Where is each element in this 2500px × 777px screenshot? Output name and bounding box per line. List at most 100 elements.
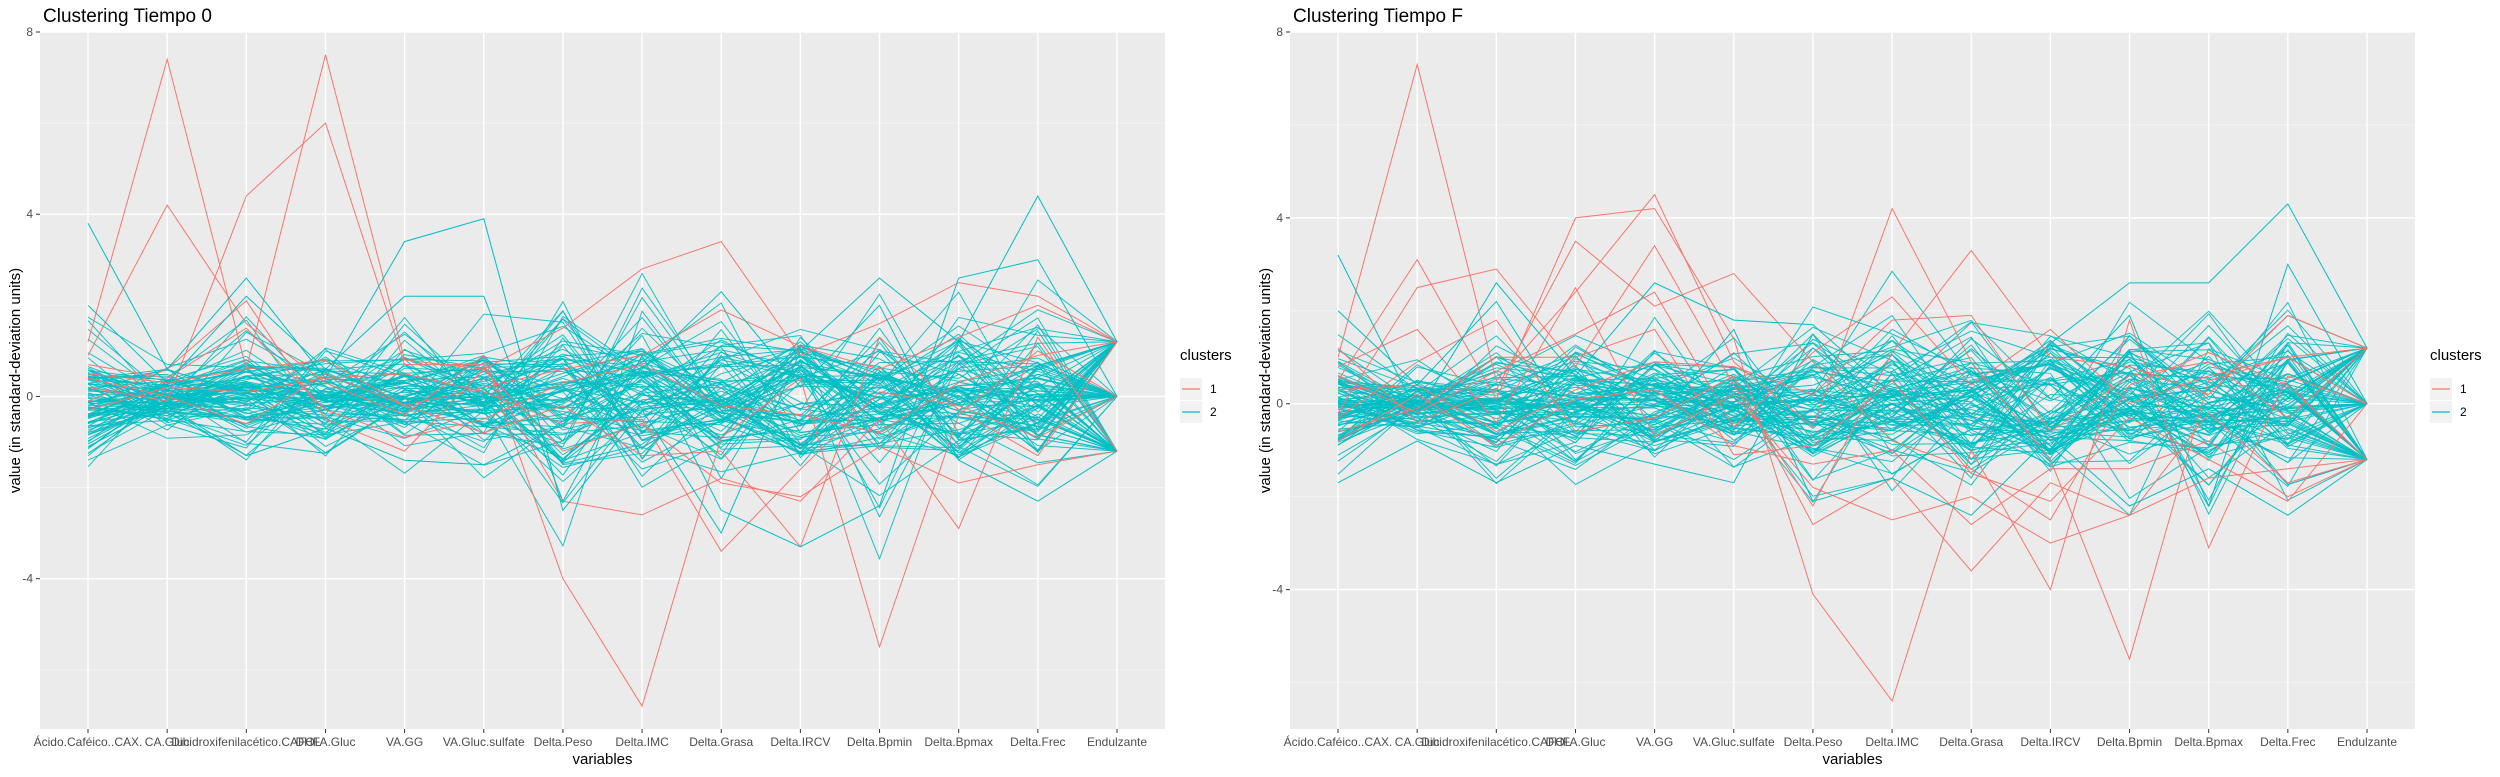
x-tick-label: Ácido.Caféico..CAX. — [1284, 734, 1393, 749]
y-tick-label: 0 — [26, 389, 33, 403]
y-axis-title: value (in standard-deviation units) — [1257, 268, 1274, 493]
cluster-2-line — [87, 290, 1118, 502]
cluster-2-line — [1337, 347, 2368, 467]
cluster-2-line — [1337, 333, 2368, 455]
cluster-1-line — [87, 327, 1118, 438]
cluster-1-line — [1337, 319, 2368, 572]
cluster-2-line — [87, 341, 1118, 468]
x-tick-label: Endulzante — [1087, 735, 1147, 749]
y-tick-label: 8 — [26, 25, 33, 39]
cluster-2-line — [1337, 347, 2368, 470]
cluster-2-line — [1337, 359, 2368, 500]
parallel-coordinates-chart-tiempo-0: -4 0 4 8 Ácido.Caféico..CAX. CA.GlucDihidroxi… — [7, 6, 1232, 768]
x-tick-label: Delta.Peso — [1784, 735, 1843, 749]
cluster-1-line — [87, 122, 1118, 530]
x-tick-label: VA.GG — [386, 735, 423, 749]
y-tick-label: -4 — [1272, 583, 1283, 597]
x-tick-label: Delta.IRCV — [2020, 735, 2080, 749]
x-tick-label: VA.Gluc.sulfate — [1693, 735, 1775, 749]
cluster-2-line — [1337, 348, 2368, 516]
cluster-2-line — [1337, 315, 2368, 463]
y-tick-label: 4 — [1276, 211, 1283, 225]
x-tick-label: Ácido.Caféico..CAX. — [34, 734, 143, 749]
x-tick-label: Delta.IRCV — [770, 735, 830, 749]
cluster-2-line — [87, 345, 1118, 454]
x-axis-title: variables — [1822, 751, 1882, 768]
cluster-1-line — [87, 304, 1118, 407]
cluster-2-line — [1337, 347, 2368, 465]
cluster-1-line — [87, 300, 1118, 498]
cluster-2-line — [87, 313, 1118, 497]
cluster-2-line — [1337, 301, 2368, 454]
cluster-2-line — [1337, 349, 2368, 460]
legend-title: clusters — [2430, 347, 2482, 364]
cluster-2-line — [87, 341, 1118, 479]
x-tick-label: Delta.IMC — [615, 735, 669, 749]
cluster-2-line — [87, 348, 1118, 459]
x-tick-label: Delta.Bpmin — [847, 735, 912, 749]
cluster-1-line — [87, 373, 1118, 553]
cluster-2-line — [1337, 354, 2368, 479]
cluster-2-line — [87, 316, 1118, 430]
cluster-2-line — [1337, 357, 2368, 462]
x-tick-label: Delta.Bpmin — [2097, 735, 2162, 749]
legend: clusters 1 2 — [1180, 347, 1232, 423]
cluster-2-line — [87, 338, 1118, 509]
cluster-2-line — [1337, 314, 2368, 460]
cluster-1-line — [1337, 244, 2368, 507]
parallel-coordinates-chart-tiempo-f: -4 0 4 8 Ácido.Caféico..CAX. CA.GlucDihidroxi… — [1257, 6, 2482, 768]
cluster-1-line — [1337, 314, 2368, 433]
cluster-2-line — [1337, 339, 2368, 462]
cluster-2-line — [1337, 364, 2368, 460]
cluster-1-line — [1337, 291, 2368, 428]
cluster-1-line — [87, 336, 1118, 548]
cluster-2-line — [87, 334, 1118, 480]
x-tick-label: Delta.Peso — [534, 735, 593, 749]
cluster-2-line — [1337, 203, 2368, 479]
cluster-2-line — [1337, 352, 2368, 486]
y-axis-title: value (in standard-deviation units) — [7, 268, 24, 493]
x-tick-label: Dihidroxifenilacético.CAFOL — [171, 735, 321, 749]
legend-label: 2 — [1210, 405, 1217, 419]
chart-title: Clustering Tiempo F — [1293, 6, 1463, 27]
x-tick-label: Delta.Frec — [1010, 735, 1065, 749]
legend-label: 2 — [2460, 405, 2467, 419]
x-tick-label: Delta.Frec — [2260, 735, 2315, 749]
legend: clusters 1 2 — [2430, 347, 2482, 423]
cluster-2-line — [87, 365, 1118, 452]
cluster-2-line — [87, 341, 1118, 437]
cluster-2-line — [1337, 360, 2368, 460]
x-axis-title: variables — [572, 751, 632, 768]
x-tick-label: Delta.Grasa — [689, 735, 753, 749]
cluster-2-line — [87, 365, 1118, 454]
chart-title: Clustering Tiempo 0 — [43, 6, 212, 27]
right-chart-panel: -4 0 4 8 Ácido.Caféico..CAX. CA.Gluc Dihidroxi… — [1250, 0, 2500, 777]
cluster-2-line — [87, 319, 1118, 429]
x-tick-label: Dihidroxifenilacético.CAFOL — [1421, 735, 1571, 749]
legend-title: clusters — [1180, 347, 1232, 364]
cluster-2-line — [1337, 347, 2368, 467]
legend-label: 1 — [2460, 382, 2467, 396]
x-tick-label: VA.Gluc.sulfate — [443, 735, 525, 749]
cluster-2-line — [87, 341, 1118, 478]
series-group — [87, 54, 1118, 708]
cluster-1-line — [1337, 286, 2368, 544]
cluster-1-line — [87, 54, 1118, 370]
x-tick-label: Delta.Grasa — [1939, 735, 2003, 749]
series-group — [1337, 62, 2368, 703]
x-tick-label: VA.GG — [1636, 735, 1673, 749]
cluster-2-line — [87, 317, 1118, 452]
x-tick-label: Delta.Bpmax — [924, 735, 993, 749]
cluster-1-line — [1337, 389, 2368, 526]
cluster-2-line — [87, 194, 1118, 535]
cluster-2-line — [1337, 319, 2368, 440]
cluster-2-line — [1337, 335, 2368, 465]
y-tick-label: 4 — [26, 207, 33, 221]
y-tick-label: -4 — [22, 572, 33, 586]
cluster-2-line — [87, 315, 1118, 454]
x-tick-label: CA.Gluc — [1395, 735, 1440, 749]
cluster-1-line — [87, 204, 1118, 708]
cluster-2-line — [1337, 337, 2368, 482]
x-tick-label: Delta.IMC — [1865, 735, 1919, 749]
cluster-1-line — [1337, 208, 2368, 703]
